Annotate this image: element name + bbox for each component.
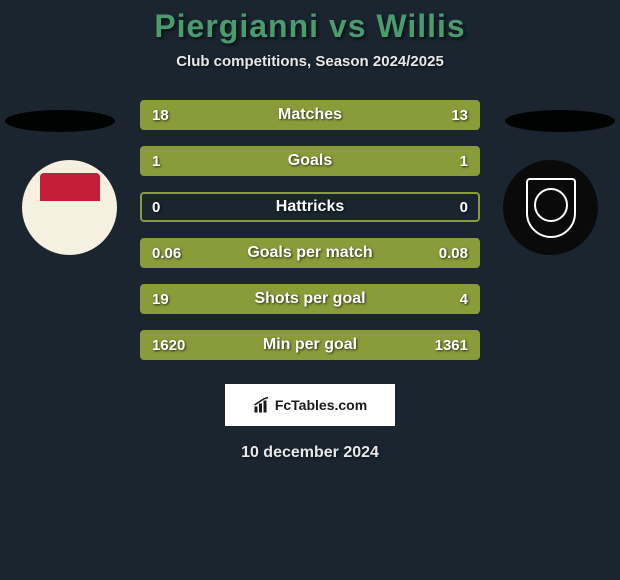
stat-value-right: 4	[460, 291, 468, 308]
stat-label: Shots per goal	[254, 290, 365, 308]
bar-fill-right	[421, 286, 478, 312]
stat-value-right: 1361	[435, 337, 468, 354]
stat-label: Goals	[288, 152, 332, 170]
stat-row: 0.06 Goals per match 0.08	[140, 238, 480, 268]
stat-row: 0 Hattricks 0	[140, 192, 480, 222]
stat-value-left: 1	[152, 153, 160, 170]
comparison-infographic: Piergianni vs Willis Club competitions, …	[0, 0, 620, 580]
shield-icon	[526, 178, 576, 238]
chart-icon	[253, 396, 271, 414]
date-label: 10 december 2024	[241, 444, 379, 462]
stat-value-left: 19	[152, 291, 169, 308]
brand-label: FcTables.com	[275, 397, 367, 413]
stat-value-left: 0.06	[152, 245, 181, 262]
stat-label: Goals per match	[247, 244, 372, 262]
stat-value-left: 18	[152, 107, 169, 124]
stat-label: Min per goal	[263, 336, 357, 354]
stat-row: 1620 Min per goal 1361	[140, 330, 480, 360]
fctables-logo: FcTables.com	[225, 384, 395, 426]
stat-label: Hattricks	[276, 198, 344, 216]
stat-bars: 18 Matches 13 1 Goals 1 0 Hattricks 0 0.06 Goals p…	[140, 100, 480, 360]
stat-value-right: 0	[460, 199, 468, 216]
stat-row: 19 Shots per goal 4	[140, 284, 480, 314]
page-title: Piergianni vs Willis	[154, 8, 465, 45]
bar-fill-right	[310, 148, 478, 174]
crest-icon	[40, 173, 100, 243]
stat-value-right: 13	[451, 107, 468, 124]
page-subtitle: Club competitions, Season 2024/2025	[176, 53, 444, 70]
player-shadow-left	[5, 110, 115, 132]
stat-label: Matches	[278, 106, 342, 124]
club-badge-right	[503, 160, 598, 255]
stat-value-right: 1	[460, 153, 468, 170]
stat-row: 1 Goals 1	[140, 146, 480, 176]
stats-area: 18 Matches 13 1 Goals 1 0 Hattricks 0 0.06 Goals p…	[0, 100, 620, 360]
stat-value-left: 0	[152, 199, 160, 216]
stat-row: 18 Matches 13	[140, 100, 480, 130]
player-shadow-right	[505, 110, 615, 132]
stat-value-left: 1620	[152, 337, 185, 354]
stat-value-right: 0.08	[439, 245, 468, 262]
club-badge-left	[22, 160, 117, 255]
bar-fill-left	[142, 148, 310, 174]
